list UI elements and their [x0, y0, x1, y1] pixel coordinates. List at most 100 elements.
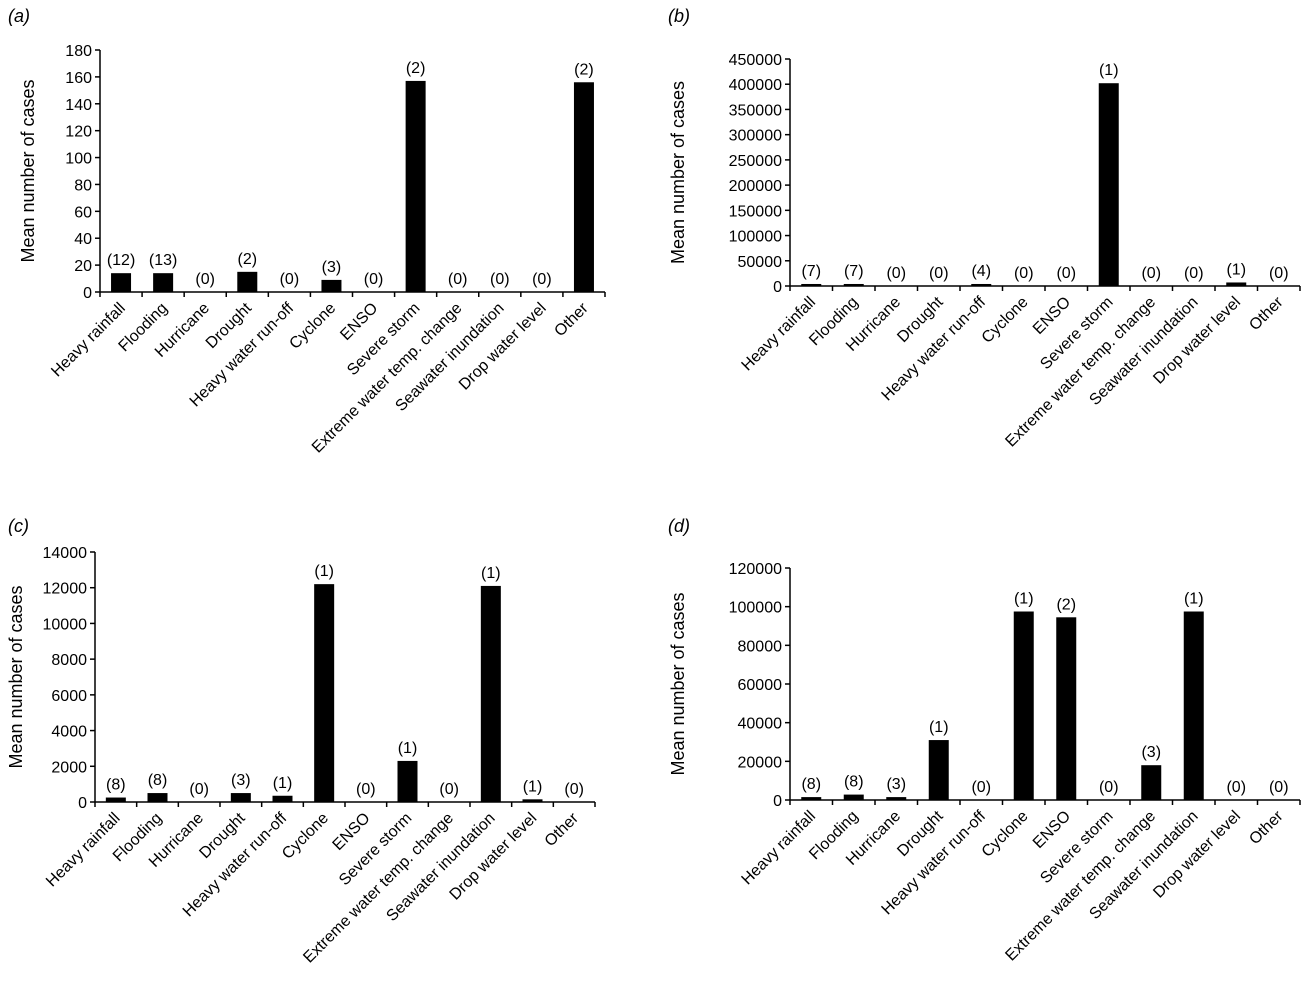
- y-tick-label: 180: [65, 43, 92, 60]
- bar-count-label: (1): [398, 740, 418, 757]
- x-tick-label: Heavy rainfall: [43, 810, 124, 891]
- bar-count-label: (0): [1014, 265, 1034, 282]
- x-tick-label: Other: [1246, 293, 1287, 334]
- bar-count-label: (13): [149, 252, 177, 269]
- bar: [111, 273, 132, 292]
- y-tick-label: 40: [74, 231, 92, 248]
- bar-count-label: (1): [1226, 261, 1246, 278]
- bar: [1226, 282, 1247, 286]
- bar: [1141, 765, 1162, 800]
- y-axis-title: Mean number of cases: [18, 79, 38, 262]
- x-tick-label: Cyclone: [286, 300, 339, 353]
- y-tick-label: 100000: [729, 229, 782, 246]
- y-axis-title: Mean number of cases: [668, 592, 688, 775]
- bar-count-label: (1): [1014, 591, 1034, 608]
- y-tick-label: 14000: [43, 545, 88, 562]
- x-tick-label: Heavy rainfall: [739, 808, 820, 889]
- bar-count-label: (3): [231, 772, 251, 789]
- bar-count-label: (1): [314, 563, 334, 580]
- y-tick-label: 20000: [738, 754, 783, 771]
- bar: [237, 271, 258, 292]
- y-tick-label: 140: [65, 97, 92, 114]
- y-tick-label: 0: [773, 279, 782, 296]
- y-tick-label: 150000: [729, 203, 782, 220]
- bar-count-label: (0): [356, 781, 376, 798]
- bar: [153, 273, 174, 292]
- bar-count-label: (2): [406, 60, 426, 77]
- bar-count-label: (7): [801, 263, 821, 280]
- bar: [1183, 611, 1204, 800]
- bar-count-label: (0): [1056, 265, 1076, 282]
- y-tick-label: 0: [773, 793, 782, 810]
- y-tick-label: 450000: [729, 52, 782, 69]
- bar: [397, 760, 418, 802]
- bar: [147, 793, 168, 802]
- bar: [321, 279, 342, 292]
- y-tick-label: 12000: [43, 581, 88, 598]
- bar-count-label: (4): [971, 263, 991, 280]
- y-tick-label: 100: [65, 151, 92, 168]
- bar-count-label: (1): [273, 775, 293, 792]
- bar-count-label: (2): [574, 61, 594, 78]
- y-tick-label: 400000: [729, 77, 782, 94]
- y-tick-label: 10000: [43, 616, 88, 633]
- y-axis-title: Mean number of cases: [668, 81, 688, 264]
- bar-count-label: (0): [195, 271, 215, 288]
- bar-count-label: (1): [481, 565, 501, 582]
- y-tick-label: 2000: [51, 759, 87, 776]
- x-tick-label: Severe storm: [344, 300, 423, 379]
- bar-count-label: (3): [322, 259, 342, 276]
- x-tick-label: Other: [551, 299, 592, 340]
- bar-count-label: (0): [490, 271, 510, 288]
- bar-count-label: (8): [148, 772, 168, 789]
- bar: [801, 283, 822, 286]
- y-tick-label: 100000: [729, 600, 782, 617]
- bar-count-label: (0): [1269, 265, 1289, 282]
- bar-count-label: (0): [439, 781, 459, 798]
- bar-count-label: (7): [844, 263, 864, 280]
- bar-count-label: (0): [971, 779, 991, 796]
- chart-panel-c: (c) Mean number of cases 0 2000 4000 6000 8000…: [6, 516, 596, 966]
- bar-count-label: (0): [1226, 779, 1246, 796]
- y-tick-label: 0: [78, 795, 87, 812]
- bar: [971, 283, 992, 286]
- bar-count-label: (8): [106, 777, 126, 794]
- y-tick-label: 120000: [729, 561, 782, 578]
- x-tick-label: Cyclone: [979, 294, 1032, 347]
- bar-count-label: (0): [1099, 779, 1119, 796]
- bar: [573, 82, 594, 293]
- bar-count-label: (8): [844, 774, 864, 791]
- bar: [405, 80, 426, 292]
- bar-count-label: (0): [364, 271, 384, 288]
- y-tick-label: 200000: [729, 178, 782, 195]
- y-tick-label: 80000: [738, 638, 783, 655]
- panel-label: (c): [8, 516, 29, 536]
- x-tick-label: Cyclone: [279, 810, 332, 863]
- panel-label: (d): [668, 516, 690, 536]
- y-tick-label: 300000: [729, 128, 782, 145]
- bar: [801, 797, 822, 800]
- panel-label: (a): [8, 6, 30, 26]
- bar: [1013, 611, 1034, 800]
- bar: [105, 797, 126, 802]
- y-tick-label: 0: [83, 285, 92, 302]
- bar-count-label: (3): [1141, 744, 1161, 761]
- bar: [272, 795, 293, 802]
- bar: [522, 799, 543, 802]
- bar-count-label: (0): [1269, 779, 1289, 796]
- y-tick-label: 60: [74, 204, 92, 221]
- panel-label: (b): [668, 6, 690, 26]
- bar-count-label: (0): [448, 271, 468, 288]
- bar: [886, 797, 907, 800]
- y-tick-label: 250000: [729, 153, 782, 170]
- y-tick-label: 350000: [729, 102, 782, 119]
- x-tick-label: Cyclone: [979, 808, 1032, 861]
- x-tick-label: Heavy rainfall: [48, 300, 129, 381]
- chart-panel-a: (a) Mean number of cases 0 20 40 60 80 100 120 14…: [8, 6, 606, 456]
- x-tick-label: Heavy rainfall: [739, 294, 820, 375]
- bar-count-label: (12): [107, 252, 135, 269]
- bar: [843, 283, 864, 286]
- bar: [1098, 83, 1119, 286]
- x-tick-label: Other: [542, 809, 583, 850]
- bar-count-label: (2): [1056, 596, 1076, 613]
